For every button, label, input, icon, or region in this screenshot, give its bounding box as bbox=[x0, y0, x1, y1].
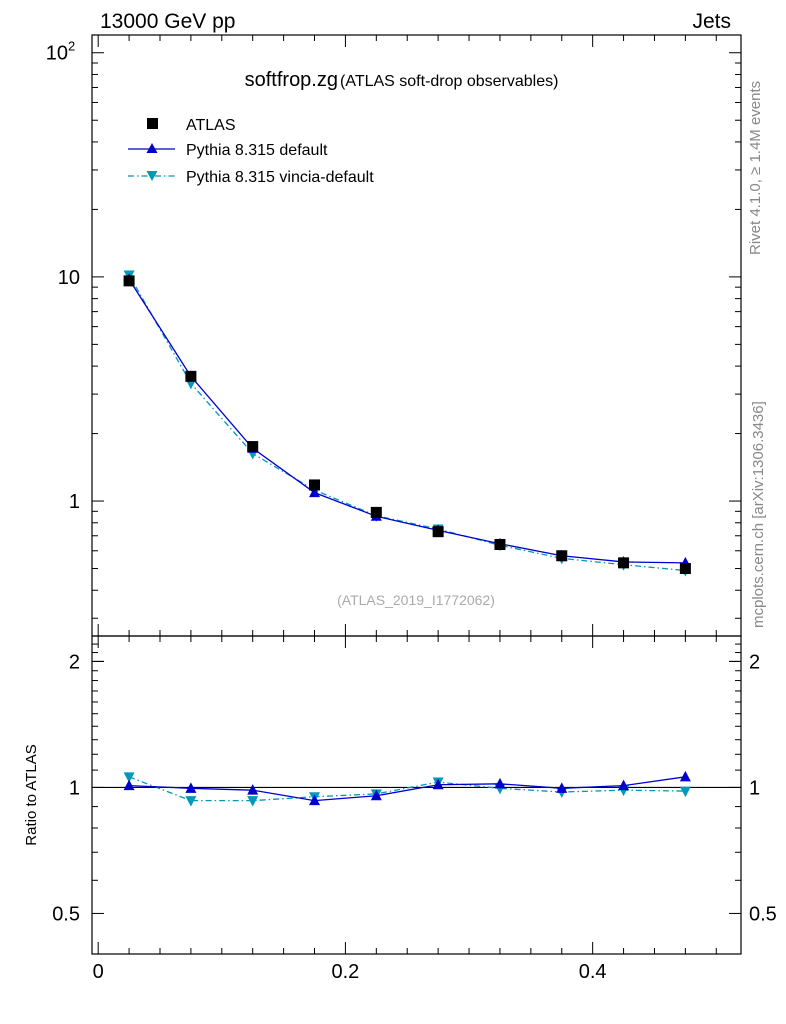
pythia-default-point bbox=[309, 486, 321, 498]
ratio-panel: 0 0.2 0.4 0.5 0.5 1 1 2 2 Ratio to ATLAS bbox=[23, 635, 777, 983]
energy-label: 13000 GeV pp bbox=[100, 10, 235, 33]
pythia-vincia-line bbox=[128, 274, 686, 572]
legend-label-atlas: ATLAS bbox=[186, 117, 236, 134]
atlas-point bbox=[556, 550, 568, 562]
ratio-ticks bbox=[92, 636, 741, 955]
atlas-point bbox=[618, 557, 630, 569]
atlas-point bbox=[247, 441, 259, 453]
y-tick-label-ratio-right: 1 bbox=[749, 777, 760, 799]
y-tick-label-ratio: 1 bbox=[69, 777, 80, 799]
legend-marker-pythia-vincia bbox=[146, 171, 158, 181]
legend-label-pythia-vincia: Pythia 8.315 vincia-default bbox=[186, 169, 374, 186]
ratio-axis-label: Ratio to ATLAS bbox=[23, 744, 40, 845]
y-tick-label-ratio-right: 0.5 bbox=[749, 903, 777, 925]
y-tick-label-ratio: 0.5 bbox=[52, 903, 80, 925]
x-tick-label: 0.2 bbox=[332, 961, 360, 983]
legend-label-pythia-default: Pythia 8.315 default bbox=[186, 142, 328, 159]
atlas-point bbox=[309, 479, 321, 491]
chart-subtitle: (ATLAS soft-drop observables) bbox=[340, 73, 558, 90]
process-label: Jets bbox=[692, 10, 731, 33]
y-tick-label-ratio: 2 bbox=[69, 651, 80, 673]
atlas-point bbox=[185, 370, 197, 382]
atlas-point bbox=[432, 526, 444, 538]
ratio-pythia-vincia-point bbox=[185, 796, 197, 807]
rivet-label: Rivet 4.1.0, ≥ 1.4M events bbox=[747, 81, 764, 255]
atlas-point bbox=[370, 506, 382, 518]
y-tick-label-main: 10 bbox=[46, 43, 68, 65]
ratio-pythia-default-point bbox=[556, 782, 568, 793]
ratio-pythia-default-point bbox=[247, 784, 259, 795]
ratio-pythia-vincia-point bbox=[247, 796, 259, 807]
ratio-pythia-default-point bbox=[494, 777, 506, 789]
ratio-frame bbox=[91, 635, 742, 955]
y-tick-label-exponent: 2 bbox=[68, 39, 75, 54]
y-tick-label-ratio-right: 2 bbox=[749, 651, 760, 673]
legend-marker-atlas bbox=[147, 118, 158, 129]
ratio-pythia-default-point bbox=[679, 770, 691, 782]
analysis-watermark: (ATLAS_2019_I1772062) bbox=[337, 592, 495, 608]
ratio-data bbox=[92, 770, 741, 807]
ratio-pythia-default-point bbox=[618, 779, 630, 791]
x-tick-label: 0.4 bbox=[579, 961, 607, 983]
y-tick-label-main: 1 bbox=[69, 491, 80, 513]
ratio-pythia-default-point bbox=[432, 778, 444, 790]
atlas-point bbox=[123, 275, 135, 287]
ratio-tick-labels: 0 0.2 0.4 0.5 0.5 1 1 2 2 bbox=[52, 651, 777, 983]
chart-title: softfrop.zg bbox=[245, 69, 338, 91]
ratio-pythia-vincia-point bbox=[123, 772, 135, 783]
mcplots-label: mcplots.cern.ch [arXiv:1306.3436] bbox=[750, 401, 767, 628]
y-tick-label-main: 10 bbox=[58, 267, 80, 289]
ratio-pythia-default-point bbox=[309, 794, 321, 806]
atlas-point bbox=[679, 563, 691, 575]
ratio-pythia-default-point bbox=[185, 782, 197, 793]
pythia-default-line bbox=[128, 279, 686, 564]
ratio-pythia-default-line bbox=[129, 776, 686, 802]
ratio-pythia-vincia-point bbox=[679, 786, 691, 798]
ratio-pythia-vincia-line bbox=[128, 776, 686, 802]
ratio-pythia-default-point bbox=[370, 789, 382, 801]
main-data bbox=[123, 270, 691, 577]
ratio-pythia-default-point bbox=[123, 779, 135, 791]
legend: ATLAS Pythia 8.315 default Pythia 8.315 … bbox=[128, 117, 374, 186]
main-ticks bbox=[92, 35, 741, 636]
x-tick-label: 0 bbox=[93, 961, 104, 983]
legend-marker-pythia-default bbox=[146, 143, 158, 153]
atlas-point bbox=[494, 538, 506, 550]
